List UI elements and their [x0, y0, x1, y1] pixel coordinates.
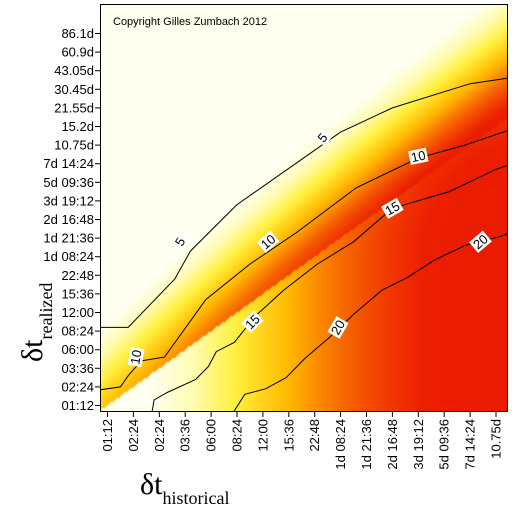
contour-lines	[100, 77, 508, 412]
contour-label: 10	[410, 147, 427, 165]
contour-label-group: 10	[408, 147, 429, 165]
y-tick-label: 15.2d	[61, 119, 94, 134]
y-tick-label: 30.45d	[54, 82, 94, 97]
y-tick-label: 06:00	[61, 342, 94, 357]
x-tick-label: 08:24	[230, 419, 245, 452]
contour-line-20	[232, 233, 508, 412]
contour-line-15	[151, 164, 508, 412]
x-tick-label: 1d 08:24	[333, 419, 348, 470]
plot-frame	[100, 4, 508, 412]
contour-label-group: 15	[241, 310, 264, 334]
x-tick-label: 2d 16:48	[385, 419, 400, 470]
contour-label-bg	[241, 310, 264, 334]
x-tick-label: 03:36	[178, 419, 193, 452]
y-tick-label: 10.75d	[54, 138, 94, 153]
x-tick-label: 3d 19:12	[411, 419, 426, 470]
contour-label: 20	[328, 317, 348, 337]
contour-label-bg	[381, 197, 404, 219]
contour-label-bg	[408, 147, 429, 166]
y-tick-label: 2d 16:48	[43, 212, 94, 227]
y-tick-label: 21.55d	[54, 100, 94, 115]
y-tick-label: 60.9d	[61, 45, 94, 60]
y-tick-label: 3d 19:12	[43, 193, 94, 208]
contour-line-5	[100, 77, 508, 328]
contour-label: 10	[127, 349, 144, 366]
contour-label-bg	[469, 230, 492, 253]
y-tick-label: 1d 08:24	[43, 249, 94, 264]
x-tick-label: 02:24	[152, 419, 167, 452]
x-tick-label: 01:12	[100, 419, 115, 452]
contour-label: 15	[382, 198, 402, 218]
heatmap-surface	[100, 4, 508, 412]
x-tick-label: 5d 09:36	[437, 419, 452, 470]
x-axis-label-main: δt	[140, 468, 163, 501]
plot-area: 5555101010101515151515202020	[100, 4, 512, 412]
x-axis-label-sub: historical	[162, 488, 229, 508]
y-tick-label: 43.05d	[54, 63, 94, 78]
contour-labels: 5555101010101515151515202020	[127, 67, 512, 368]
y-tick-label: 01:12	[61, 398, 94, 413]
contour-label-bg	[127, 347, 145, 368]
x-tick-label: 06:00	[204, 419, 219, 452]
contour-label-group: 10	[256, 230, 280, 253]
y-tick-label: 15:36	[61, 286, 94, 301]
y-tick-label: 22:48	[61, 268, 94, 283]
contour-label-bg	[313, 129, 332, 147]
x-tick-label: 10.75d	[489, 419, 504, 459]
contour-label-bg	[256, 230, 280, 253]
contour-label-bg	[171, 233, 189, 250]
y-tick-label: 02:24	[61, 379, 94, 394]
y-axis-ticks: 01:12 02:24 03:36 06:00 08:24 12:00 15:36 22:48…	[43, 26, 100, 413]
y-tick-label: 12:00	[61, 305, 94, 320]
y-tick-label: 86.1d	[61, 26, 94, 41]
contour-label-group: 15	[381, 197, 404, 219]
contour-label-group: 20	[469, 230, 492, 253]
y-axis-label-main: δt	[16, 339, 49, 362]
x-tick-label: 12:00	[255, 419, 270, 452]
copyright-annotation: Copyright Gilles Zumbach 2012	[113, 16, 267, 28]
y-tick-label: 03:36	[61, 361, 94, 376]
y-tick-label: 5d 09:36	[43, 175, 94, 190]
contour-label-group: 10	[127, 347, 145, 368]
y-axis-label: δtrealized	[16, 283, 56, 362]
y-tick-label: 08:24	[61, 324, 94, 339]
contour-label-group: 5	[171, 233, 189, 250]
x-axis-label: δthistorical	[140, 468, 229, 508]
x-tick-label: 15:36	[281, 419, 296, 452]
x-tick-label: 7d 14:24	[463, 419, 478, 470]
y-axis-label-sub: realized	[36, 283, 56, 340]
x-tick-label: 1d 21:36	[359, 419, 374, 470]
contour-line-10	[100, 129, 508, 391]
x-tick-label: 22:48	[307, 419, 322, 452]
y-tick-label: 1d 21:36	[43, 231, 94, 246]
contour-label-bg	[327, 316, 349, 339]
y-tick-label: 7d 14:24	[43, 156, 94, 171]
x-tick-label: 02:24	[126, 419, 141, 452]
x-axis-ticks: 01:12 02:24 02:24 03:36 06:00 08:24 12:00 15:36…	[100, 412, 504, 470]
contour-label-group: 20	[327, 316, 349, 339]
